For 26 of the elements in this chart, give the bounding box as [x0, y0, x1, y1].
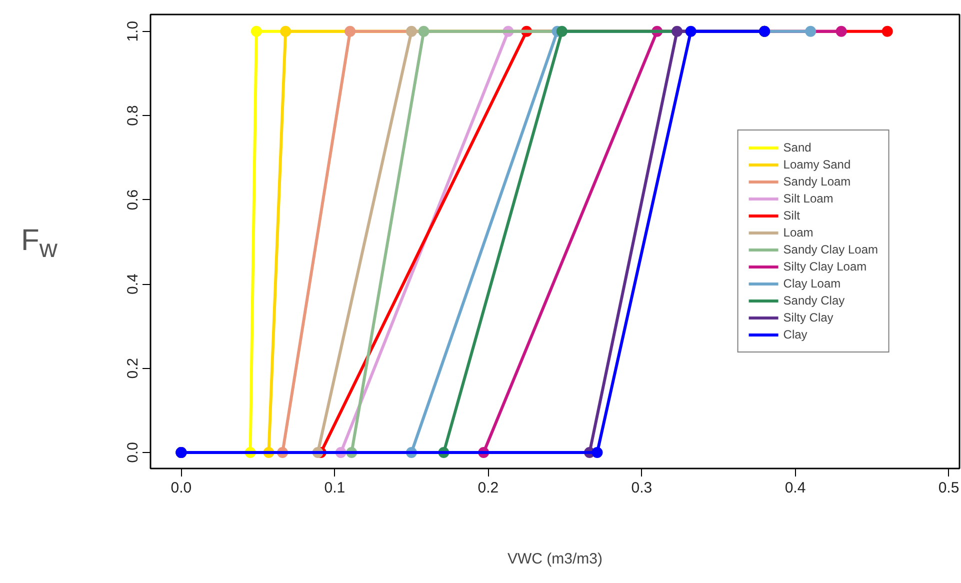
- y-tick-label: 0.4: [124, 274, 142, 294]
- y-tick-label: 0.8: [124, 105, 142, 126]
- x-tick-label: 0.3: [631, 480, 652, 496]
- x-tick-label: 0.2: [478, 480, 499, 496]
- legend-label: Clay: [783, 328, 808, 342]
- x-axis-title: VWC (m3/m3): [508, 550, 602, 568]
- legend-label: Sandy Clay Loam: [783, 242, 878, 256]
- legend-label: Sand: [783, 140, 812, 154]
- y-axis-title: F$_{w}$: [21, 223, 58, 265]
- legend-label: Loam: [783, 226, 814, 240]
- legend-label: Clay Loam: [783, 276, 841, 290]
- legend-label: Loamy Sand: [783, 158, 851, 172]
- legend-label: Sandy Loam: [783, 174, 851, 188]
- y-tick-label: 1.0: [124, 20, 142, 42]
- x-tick-label: 0.0: [170, 480, 192, 496]
- y-tick-label: 0.2: [124, 358, 142, 379]
- x-tick-label: 0.5: [938, 480, 960, 496]
- y-tick-label: 0.0: [124, 442, 142, 463]
- x-tick-label: 0.4: [784, 480, 806, 496]
- legend-label: Silty Clay Loam: [783, 260, 867, 274]
- legend-label: Sandy Clay: [783, 294, 845, 308]
- legend-label: Silt: [783, 208, 801, 222]
- legend-label: Silty Clay: [783, 310, 834, 324]
- x-tick-label: 0.1: [324, 480, 346, 496]
- legend-label: Silt Loam: [783, 192, 834, 206]
- y-tick-label: 0.6: [124, 189, 142, 210]
